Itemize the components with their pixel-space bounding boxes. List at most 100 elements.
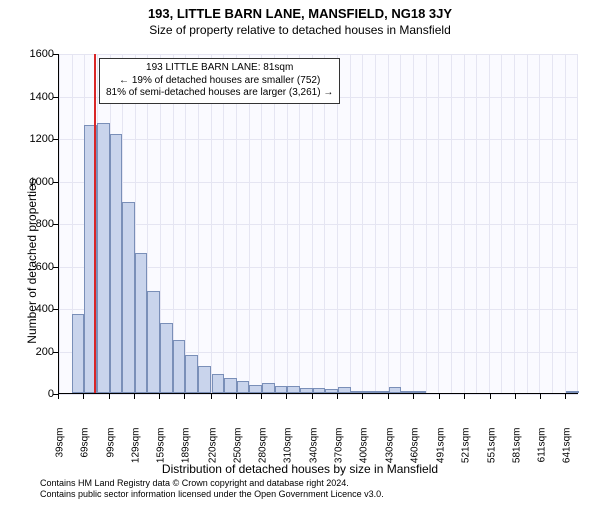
x-tick-label: 370sqm: [333, 428, 344, 478]
gridline-v: [198, 54, 199, 393]
y-tick-label: 200: [4, 346, 54, 358]
gridline-v: [451, 54, 452, 393]
histogram-bar: [262, 383, 275, 393]
x-tick-label: 129sqm: [130, 428, 141, 478]
histogram-bar: [237, 381, 250, 393]
histogram-bar: [224, 378, 237, 393]
gridline-v: [249, 54, 250, 393]
y-tick-label: 800: [4, 218, 54, 230]
histogram-bar: [325, 389, 338, 393]
gridline-v: [362, 54, 363, 393]
histogram-bar: [198, 366, 211, 393]
y-tick-label: 1400: [4, 91, 54, 103]
x-tick-label: 310sqm: [283, 428, 294, 478]
gridline-v: [438, 54, 439, 393]
x-tick-label: 551sqm: [486, 428, 497, 478]
x-tick-label: 99sqm: [105, 428, 116, 478]
x-tick-mark: [515, 394, 516, 399]
x-tick-mark: [565, 394, 566, 399]
gridline-h: [59, 139, 578, 140]
chart-subtitle: Size of property relative to detached ho…: [0, 23, 600, 37]
x-tick-label: 491sqm: [435, 428, 446, 478]
annotation-line3: 81% of semi-detached houses are larger (…: [106, 87, 333, 100]
y-tick-mark: [53, 54, 58, 55]
gridline-v: [426, 54, 427, 393]
gridline-v: [476, 54, 477, 393]
annotation-box: 193 LITTLE BARN LANE: 81sqm ← 19% of det…: [99, 58, 340, 104]
histogram-bar: [275, 386, 288, 393]
x-tick-mark: [388, 394, 389, 399]
gridline-v: [211, 54, 212, 393]
gridline-v: [413, 54, 414, 393]
y-tick-label: 1200: [4, 133, 54, 145]
annotation-line2: ← 19% of detached houses are smaller (75…: [106, 75, 333, 88]
gridline-v: [501, 54, 502, 393]
x-tick-mark: [134, 394, 135, 399]
x-tick-mark: [362, 394, 363, 399]
histogram-bar: [147, 291, 160, 393]
y-tick-label: 0: [4, 388, 54, 400]
gridline-v: [350, 54, 351, 393]
x-tick-mark: [83, 394, 84, 399]
footer-line2: Contains public sector information licen…: [40, 489, 384, 500]
x-tick-label: 641sqm: [562, 428, 573, 478]
x-tick-label: 39sqm: [55, 428, 66, 478]
gridline-v: [539, 54, 540, 393]
gridline-v: [324, 54, 325, 393]
x-tick-mark: [261, 394, 262, 399]
x-tick-label: 430sqm: [384, 428, 395, 478]
annotation-line1: 193 LITTLE BARN LANE: 81sqm: [106, 62, 333, 75]
y-tick-label: 400: [4, 303, 54, 315]
x-tick-label: 521sqm: [461, 428, 472, 478]
gridline-v: [236, 54, 237, 393]
marker-line: [94, 54, 96, 393]
chart-title: 193, LITTLE BARN LANE, MANSFIELD, NG18 3…: [0, 6, 600, 21]
x-tick-label: 220sqm: [207, 428, 218, 478]
x-tick-mark: [490, 394, 491, 399]
y-tick-label: 1000: [4, 176, 54, 188]
y-tick-mark: [53, 224, 58, 225]
y-tick-label: 600: [4, 261, 54, 273]
x-tick-label: 189sqm: [181, 428, 192, 478]
gridline-v: [577, 54, 578, 393]
gridline-v: [223, 54, 224, 393]
gridline-v: [274, 54, 275, 393]
y-tick-mark: [53, 182, 58, 183]
histogram-bar: [185, 355, 198, 393]
histogram-bar: [135, 253, 148, 393]
x-tick-label: 581sqm: [511, 428, 522, 478]
y-tick-mark: [53, 139, 58, 140]
gridline-v: [400, 54, 401, 393]
histogram-bar: [401, 391, 414, 393]
x-tick-label: 611sqm: [537, 428, 548, 478]
histogram-bar: [363, 391, 376, 393]
gridline-v: [489, 54, 490, 393]
histogram-bar: [376, 391, 389, 393]
histogram-bar: [212, 374, 225, 393]
x-tick-mark: [312, 394, 313, 399]
histogram-bar: [122, 202, 135, 393]
y-tick-mark: [53, 97, 58, 98]
x-tick-mark: [58, 394, 59, 399]
y-tick-label: 1600: [4, 48, 54, 60]
histogram-bar: [249, 385, 262, 394]
x-tick-mark: [413, 394, 414, 399]
histogram-bar: [160, 323, 173, 393]
x-tick-label: 159sqm: [156, 428, 167, 478]
x-tick-mark: [211, 394, 212, 399]
histogram-bar: [338, 387, 351, 393]
x-tick-mark: [159, 394, 160, 399]
x-tick-mark: [236, 394, 237, 399]
x-tick-mark: [337, 394, 338, 399]
gridline-v: [287, 54, 288, 393]
footer-line1: Contains HM Land Registry data © Crown c…: [40, 478, 384, 489]
gridline-v: [565, 54, 566, 393]
histogram-bar: [97, 123, 110, 393]
x-tick-mark: [184, 394, 185, 399]
gridline-h: [59, 224, 578, 225]
gridline-v: [388, 54, 389, 393]
gridline-v: [185, 54, 186, 393]
gridline-v: [464, 54, 465, 393]
x-tick-mark: [286, 394, 287, 399]
x-tick-label: 460sqm: [409, 428, 420, 478]
